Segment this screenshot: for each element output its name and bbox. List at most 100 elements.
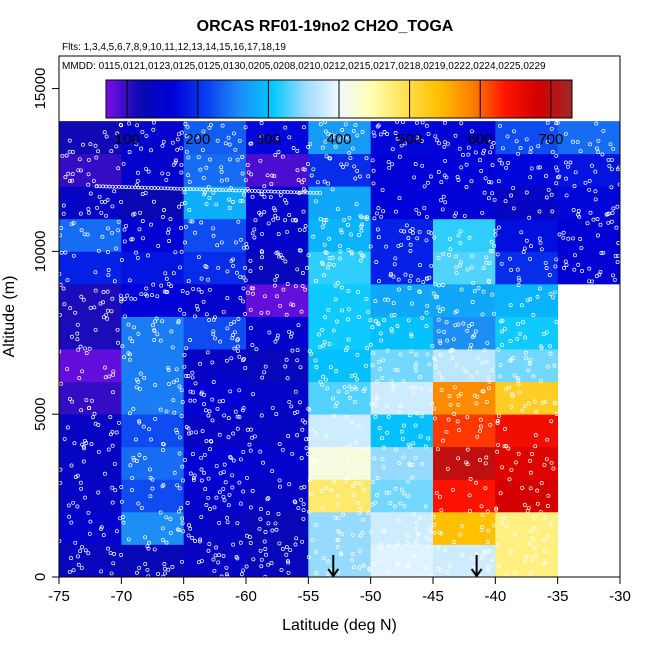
sample-point (284, 200, 289, 205)
heatmap-cell (433, 153, 496, 187)
sample-point (280, 447, 285, 452)
sample-point (428, 530, 433, 535)
sample-point (159, 283, 164, 288)
sample-point (136, 331, 141, 336)
sample-point (484, 260, 489, 265)
sample-point (303, 287, 308, 292)
heatmap-cell (246, 153, 309, 187)
sample-point (287, 399, 292, 404)
sample-point (483, 461, 488, 466)
sample-point (179, 170, 184, 175)
sample-point (355, 377, 359, 382)
sample-point (271, 217, 276, 222)
sample-point (366, 446, 371, 451)
sample-point (295, 267, 300, 272)
sample-point (427, 275, 432, 280)
sample-point (548, 522, 553, 527)
sample-point (167, 239, 172, 243)
sample-point (465, 462, 470, 467)
sample-point (179, 226, 183, 231)
sample-point (528, 175, 533, 180)
sample-point (347, 395, 352, 400)
sample-point (413, 385, 418, 390)
sample-point (147, 427, 151, 432)
x-tick-label: -70 (110, 588, 132, 605)
sample-point (314, 571, 319, 575)
sample-point (345, 345, 350, 350)
sample-point (448, 349, 453, 353)
sample-point (336, 529, 341, 534)
sample-point (444, 429, 449, 434)
sample-point (147, 467, 152, 472)
sample-point (353, 373, 358, 378)
sample-point (529, 146, 534, 151)
sample-point (305, 162, 310, 167)
sample-point (413, 423, 418, 428)
sample-point (465, 415, 470, 420)
sample-point (555, 168, 560, 173)
sample-point (184, 134, 189, 138)
sample-point (160, 526, 165, 531)
sample-point (425, 180, 430, 185)
sample-point (522, 404, 527, 409)
sample-point (530, 536, 535, 541)
sample-point (238, 198, 243, 203)
sample-point (485, 340, 490, 345)
sample-point (141, 424, 146, 429)
sample-point (231, 458, 236, 463)
sample-point (436, 545, 441, 550)
sample-point (62, 302, 67, 307)
sample-point (77, 376, 82, 381)
sample-point (307, 407, 312, 412)
sample-point (467, 323, 471, 328)
sample-point (250, 194, 255, 199)
sample-point (370, 325, 375, 330)
sample-point (378, 132, 383, 137)
sample-point (248, 541, 253, 545)
sample-point (515, 267, 520, 272)
sample-point (441, 251, 446, 256)
sample-point (79, 228, 84, 233)
sample-point (308, 141, 313, 146)
sample-point (280, 547, 285, 551)
sample-point (351, 492, 356, 497)
sample-point (517, 278, 522, 283)
sample-point (86, 510, 91, 515)
sample-point (442, 173, 447, 178)
sample-point (225, 520, 230, 525)
sample-point (215, 138, 220, 143)
sample-point (359, 228, 364, 233)
sample-point (301, 167, 306, 172)
sample-point (241, 449, 246, 454)
sample-point (357, 233, 361, 238)
sample-point (180, 464, 185, 469)
sample-point (140, 219, 145, 223)
sample-point (502, 444, 507, 449)
sample-point (210, 360, 215, 365)
sample-point (548, 351, 553, 356)
sample-point (314, 365, 319, 369)
sample-point (338, 227, 343, 232)
sample-point (225, 515, 230, 520)
sample-point (229, 356, 234, 361)
sample-point (171, 398, 176, 403)
sample-point (182, 311, 187, 316)
sample-point (440, 307, 445, 312)
sample-point (203, 487, 208, 492)
sample-point (496, 347, 501, 352)
sample-point (207, 287, 212, 292)
sample-point (164, 177, 169, 182)
sample-point (389, 379, 394, 384)
sample-point (533, 433, 538, 438)
sample-point (332, 414, 337, 418)
sample-point (313, 431, 318, 435)
sample-point (148, 494, 153, 499)
sample-point (206, 495, 211, 500)
sample-point (513, 532, 518, 537)
sample-point (331, 396, 336, 401)
sample-point (116, 228, 121, 233)
sample-point (314, 523, 319, 528)
sample-point (406, 318, 411, 323)
sample-point (261, 460, 266, 465)
sample-point (445, 466, 450, 471)
